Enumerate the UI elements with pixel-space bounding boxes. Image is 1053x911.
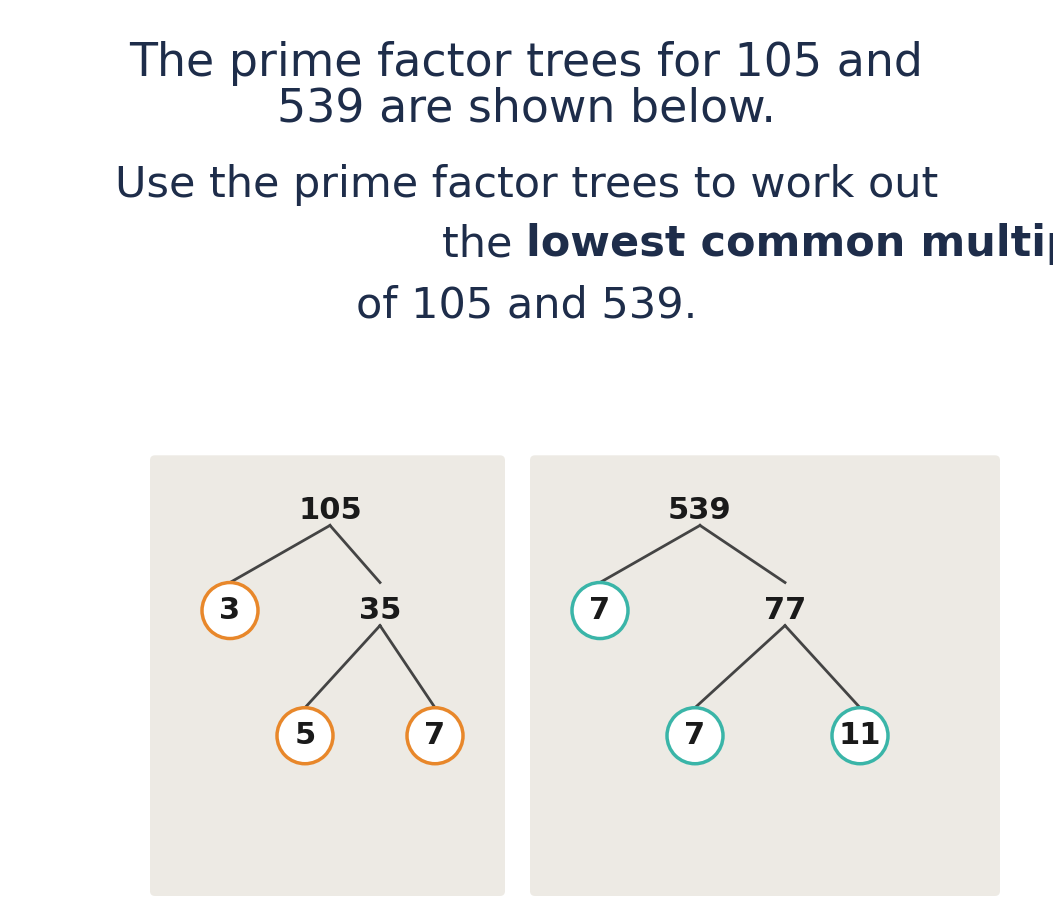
Text: 11: 11 xyxy=(839,722,881,751)
Text: 35: 35 xyxy=(359,596,401,625)
Text: 5: 5 xyxy=(295,722,316,751)
FancyBboxPatch shape xyxy=(150,456,505,896)
Text: Use the prime factor trees to work out: Use the prime factor trees to work out xyxy=(115,164,938,206)
Text: 539: 539 xyxy=(668,496,732,525)
Text: The prime factor trees for 105 and: The prime factor trees for 105 and xyxy=(130,41,923,86)
Ellipse shape xyxy=(667,708,723,763)
Text: 7: 7 xyxy=(424,722,445,751)
Text: the: the xyxy=(442,223,526,265)
Text: 539 are shown below.: 539 are shown below. xyxy=(277,87,776,131)
Ellipse shape xyxy=(408,708,463,763)
Text: lowest common multiple (LCM): lowest common multiple (LCM) xyxy=(526,223,1053,265)
FancyBboxPatch shape xyxy=(530,456,1000,896)
Text: 3: 3 xyxy=(219,596,240,625)
Text: 77: 77 xyxy=(763,596,807,625)
Ellipse shape xyxy=(277,708,333,763)
Text: of 105 and 539.: of 105 and 539. xyxy=(356,284,697,326)
Text: 7: 7 xyxy=(684,722,706,751)
Ellipse shape xyxy=(572,582,628,639)
Ellipse shape xyxy=(832,708,888,763)
Text: 105: 105 xyxy=(298,496,362,525)
Ellipse shape xyxy=(202,582,258,639)
Text: 7: 7 xyxy=(590,596,611,625)
